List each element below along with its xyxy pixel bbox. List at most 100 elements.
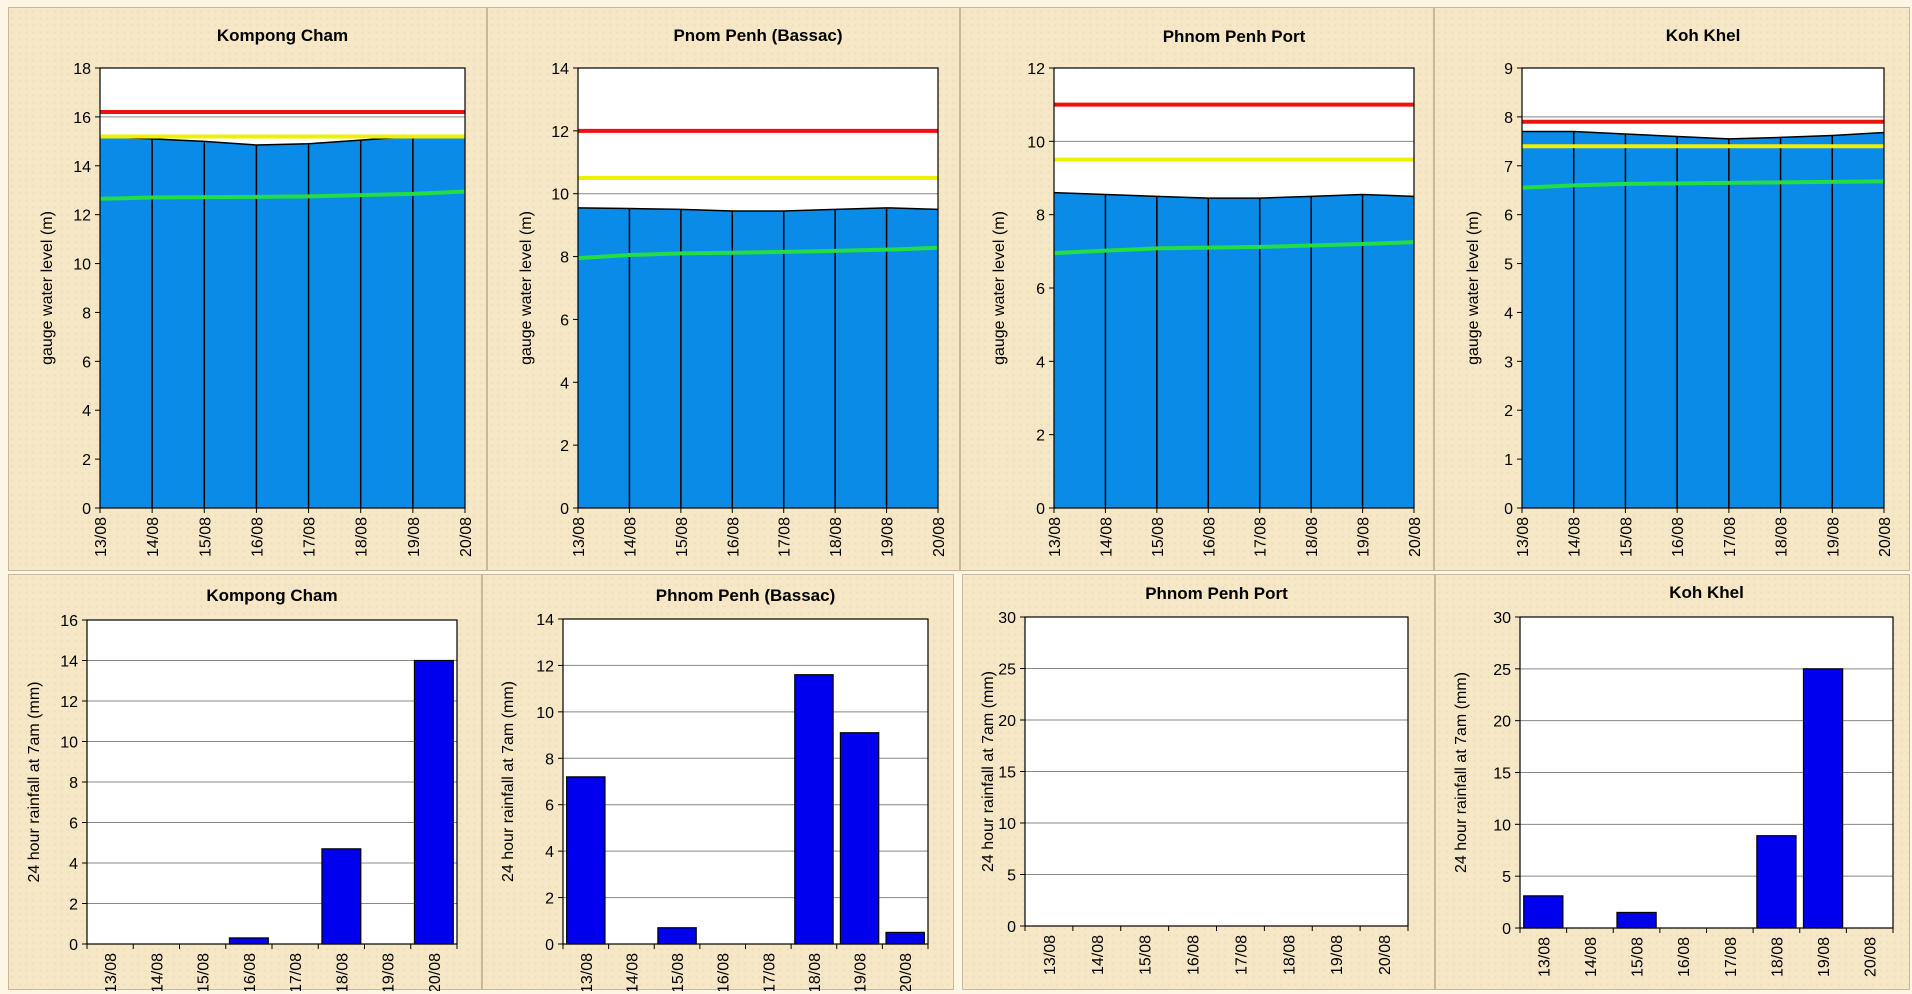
chart-title: Kompong Cham	[217, 26, 348, 45]
x-tick-label: 19/08	[406, 517, 423, 557]
panel-phnom-penh-port-rainfall: Phnom Penh Port 0 5 10 15 20 25 30 13/08 14/08 15/…	[962, 574, 1435, 990]
y-tick-label: 10	[536, 705, 554, 722]
y-tick-label: 14	[73, 159, 91, 176]
y-tick-label: 6	[1504, 208, 1513, 225]
x-tick-label: 15/08	[670, 953, 687, 991]
water-level-outline	[1522, 130, 1885, 140]
x-tick-label: 16/08	[242, 953, 259, 991]
x-tick-label: 14/08	[1098, 517, 1115, 557]
x-tick-label: 19/08	[853, 953, 870, 991]
x-tick-label: 19/08	[1825, 517, 1842, 557]
x-tick-label: 20/08	[427, 953, 444, 991]
y-tick-label: 6	[82, 354, 91, 371]
x-tick-label: 20/08	[931, 517, 948, 557]
x-tick-label: 20/08	[898, 953, 915, 991]
panel-kompong-cham-rainfall: Kompong Cham 0 2 4 6 8 10 12 14 16 13/08 14/08 15/08…	[8, 574, 482, 991]
x-tick-label: 17/08	[1253, 517, 1270, 557]
plot-frame	[86, 619, 458, 945]
series-line-3	[1053, 240, 1415, 256]
y-tick-label: 10	[551, 187, 569, 204]
x-tick-label: 16/08	[716, 953, 733, 991]
y-tick-label: 12	[60, 694, 78, 711]
y-tick-label: 25	[1493, 662, 1511, 679]
x-tick-label: 13/08	[93, 517, 110, 557]
y-tick-label: 4	[560, 375, 569, 392]
rainfall-bar	[1802, 668, 1844, 929]
x-tick-label: 15/08	[197, 517, 214, 557]
y-tick-label: 10	[1027, 134, 1045, 151]
y-axis-label: gauge water level (m)	[39, 211, 56, 365]
plot-frame	[99, 67, 466, 509]
x-tick-label: 18/08	[1769, 937, 1786, 977]
chart-bassac-level: Pnom Penh (Bassac) 0 2 4 6 8 10 12 14 13/08 14/08 1…	[518, 26, 948, 557]
y-tick-label: 2	[1036, 428, 1045, 445]
x-tick-label: 13/08	[1536, 937, 1553, 977]
rainfall-bar	[413, 659, 454, 945]
x-tick-label: 15/08	[1618, 517, 1635, 557]
x-tick-label: 18/08	[334, 953, 351, 991]
y-tick-label: 0	[545, 937, 554, 954]
x-tick-label: 16/08	[249, 517, 266, 557]
y-tick-label: 20	[1493, 714, 1511, 731]
y-tick-label: 8	[1504, 110, 1513, 127]
x-tick-label: 15/08	[674, 517, 691, 557]
x-tick-label: 19/08	[1816, 937, 1833, 977]
x-tick-label: 15/08	[1150, 517, 1167, 557]
y-tick-label: 9	[1504, 61, 1513, 78]
x-tick-label: 15/08	[1138, 935, 1155, 975]
chart-title: Pnom Penh (Bassac)	[673, 26, 842, 45]
panel-kompong-cham-level: Kompong Cham 0 2 4 6 8 10 12 14 16 18 13/08 14/08 15/…	[8, 7, 487, 571]
x-tick-label: 18/08	[354, 517, 371, 557]
x-tick-label: 20/08	[1863, 937, 1880, 977]
y-tick-label: 18	[73, 61, 91, 78]
x-tick-label: 13/08	[1515, 517, 1532, 557]
x-tick-label: 16/08	[1676, 937, 1693, 977]
rainfall-bar	[566, 776, 606, 945]
x-tick-label: 15/08	[1630, 937, 1647, 977]
y-axis-label: 24 hour rainfall at 7am (mm)	[1453, 672, 1470, 873]
chart-title: Koh Khel	[1669, 583, 1744, 602]
y-tick-label: 0	[1504, 501, 1513, 518]
plot-frame	[1521, 67, 1885, 509]
x-tick-label: 17/08	[777, 517, 794, 557]
y-tick-label: 6	[545, 798, 554, 815]
y-tick-label: 10	[60, 735, 78, 752]
y-tick-label: 5	[1007, 868, 1016, 885]
chart-title: Phnom Penh (Bassac)	[656, 586, 836, 605]
water-level-outline	[577, 207, 939, 212]
x-tick-label: 15/08	[196, 953, 213, 991]
rainfall-bar	[657, 927, 697, 945]
y-tick-label: 12	[551, 124, 569, 141]
y-tick-label: 30	[1493, 610, 1511, 627]
y-tick-label: 14	[551, 61, 569, 78]
x-tick-label: 20/08	[458, 517, 475, 557]
rainfall-bar	[321, 848, 362, 945]
x-tick-label: 19/08	[1356, 517, 1373, 557]
y-tick-label: 0	[69, 937, 78, 954]
y-tick-label: 6	[69, 816, 78, 833]
rainfall-bar	[1523, 895, 1564, 929]
chart-title: Phnom Penh Port	[1163, 27, 1306, 46]
x-tick-label: 20/08	[1877, 517, 1894, 557]
rainfall-bar	[228, 937, 269, 945]
series-line-3	[577, 245, 939, 261]
x-tick-label: 17/08	[1723, 937, 1740, 977]
y-axis-label: gauge water level (m)	[991, 211, 1008, 365]
x-tick-label: 13/08	[571, 517, 588, 557]
x-tick-label: 17/08	[288, 953, 305, 991]
y-tick-label: 2	[560, 438, 569, 455]
y-tick-label: 2	[545, 891, 554, 908]
x-tick-label: 16/08	[1670, 517, 1687, 557]
y-tick-label: 0	[1036, 501, 1045, 518]
chart-kompong-cham-level: Kompong Cham 0 2 4 6 8 10 12 14 16 18 13/08 14/08 15/…	[39, 26, 475, 557]
y-tick-label: 14	[536, 612, 554, 629]
y-tick-label: 15	[998, 765, 1016, 782]
y-tick-label: 3	[1504, 354, 1513, 371]
y-tick-label: 10	[998, 816, 1016, 833]
chart-koh-khel-level: Koh Khel 0 1 2 3 4 5 6 7 8 9 13/08 14/08 15/08 16/08 17…	[1465, 26, 1894, 557]
chart-title: Kompong Cham	[206, 586, 337, 605]
y-tick-label: 12	[73, 208, 91, 225]
x-tick-label: 13/08	[579, 953, 596, 991]
water-level-area	[1054, 192, 1414, 508]
x-tick-label: 18/08	[1281, 935, 1298, 975]
